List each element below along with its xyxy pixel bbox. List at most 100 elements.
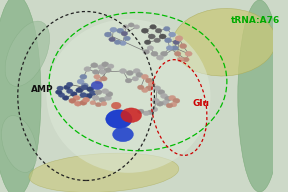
Circle shape <box>125 78 132 83</box>
Circle shape <box>94 74 100 79</box>
Circle shape <box>141 74 148 79</box>
Circle shape <box>144 40 151 45</box>
Circle shape <box>160 94 168 98</box>
Circle shape <box>169 95 176 100</box>
Text: tRNA:A76: tRNA:A76 <box>231 16 280 25</box>
Ellipse shape <box>238 0 282 192</box>
Circle shape <box>133 69 140 74</box>
Circle shape <box>177 57 184 62</box>
Circle shape <box>159 34 166 39</box>
Ellipse shape <box>46 19 211 173</box>
Circle shape <box>62 96 69 100</box>
Circle shape <box>95 90 102 95</box>
Circle shape <box>124 36 130 41</box>
Circle shape <box>185 51 192 56</box>
Circle shape <box>137 109 144 114</box>
Circle shape <box>169 32 176 37</box>
Circle shape <box>120 69 126 74</box>
Circle shape <box>164 96 172 101</box>
Circle shape <box>99 97 106 102</box>
Circle shape <box>132 76 139 81</box>
Ellipse shape <box>1 116 37 172</box>
Circle shape <box>84 67 91 72</box>
Circle shape <box>151 51 158 56</box>
Circle shape <box>107 64 114 69</box>
Circle shape <box>106 110 132 128</box>
Circle shape <box>147 110 154 115</box>
Circle shape <box>102 62 109 67</box>
Circle shape <box>136 72 143 77</box>
Circle shape <box>95 79 102 84</box>
Circle shape <box>156 101 164 106</box>
Circle shape <box>105 95 111 100</box>
Circle shape <box>164 38 172 43</box>
Circle shape <box>137 85 144 90</box>
Circle shape <box>121 31 128 36</box>
Circle shape <box>80 100 87 105</box>
Circle shape <box>101 76 107 81</box>
Circle shape <box>175 36 183 41</box>
Circle shape <box>134 25 140 29</box>
Text: AMP: AMP <box>31 85 54 94</box>
Circle shape <box>126 70 133 75</box>
Circle shape <box>180 44 187 49</box>
Circle shape <box>89 91 96 96</box>
Circle shape <box>151 107 158 112</box>
Circle shape <box>92 95 99 100</box>
Circle shape <box>128 23 134 27</box>
Ellipse shape <box>0 0 41 192</box>
Ellipse shape <box>29 153 179 192</box>
Circle shape <box>164 26 170 31</box>
Circle shape <box>91 81 103 90</box>
Circle shape <box>183 57 189 62</box>
Circle shape <box>105 32 111 37</box>
Ellipse shape <box>5 21 50 86</box>
Circle shape <box>111 102 121 109</box>
Ellipse shape <box>173 8 276 76</box>
Circle shape <box>120 41 126 46</box>
Circle shape <box>76 88 83 93</box>
Circle shape <box>87 87 94 92</box>
Circle shape <box>73 95 80 100</box>
Circle shape <box>148 34 155 39</box>
Circle shape <box>117 28 124 33</box>
Circle shape <box>58 93 65 97</box>
Circle shape <box>92 70 99 74</box>
Circle shape <box>67 89 73 94</box>
Circle shape <box>148 82 155 87</box>
Circle shape <box>154 86 161 91</box>
Circle shape <box>162 100 169 105</box>
Circle shape <box>57 86 63 91</box>
Circle shape <box>80 93 87 98</box>
Circle shape <box>110 27 117 32</box>
Circle shape <box>173 40 180 45</box>
Circle shape <box>158 90 165 95</box>
Circle shape <box>145 78 153 83</box>
Circle shape <box>121 108 142 122</box>
Circle shape <box>67 82 73 87</box>
Circle shape <box>109 37 115 42</box>
Circle shape <box>154 38 160 43</box>
Circle shape <box>170 102 177 107</box>
Circle shape <box>156 55 164 60</box>
Circle shape <box>101 102 107 106</box>
Circle shape <box>114 40 121 45</box>
Circle shape <box>102 89 109 94</box>
Circle shape <box>81 85 88 90</box>
Circle shape <box>175 51 181 56</box>
Circle shape <box>90 101 96 105</box>
Circle shape <box>98 65 105 70</box>
Circle shape <box>113 127 133 142</box>
Circle shape <box>106 92 113 97</box>
Circle shape <box>74 101 82 106</box>
Circle shape <box>173 98 180 103</box>
Circle shape <box>147 46 154 50</box>
Circle shape <box>150 25 156 29</box>
Circle shape <box>99 70 106 74</box>
Circle shape <box>83 97 90 102</box>
Circle shape <box>160 51 168 56</box>
Circle shape <box>143 111 149 116</box>
Circle shape <box>77 87 84 92</box>
Circle shape <box>141 28 148 33</box>
Circle shape <box>166 103 173 108</box>
